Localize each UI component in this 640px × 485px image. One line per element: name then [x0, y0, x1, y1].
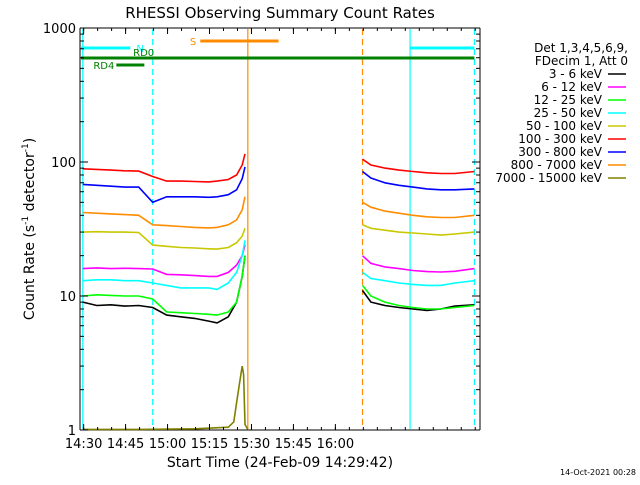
x-axis-label: Start Time (24-Feb-09 14:29:42) [167, 455, 393, 471]
legend-label-0: 3 - 6 keV [549, 67, 603, 81]
legend-label-7: 800 - 7000 keV [511, 158, 603, 172]
x-tick-label-2: 15:00 [149, 437, 186, 452]
footer-date: 14-Oct-2021 00:28 [560, 468, 636, 477]
legend-label-3: 25 - 50 keV [534, 106, 603, 120]
legend-label-5: 100 - 300 keV [518, 132, 602, 146]
series-line-7-1 [362, 201, 475, 219]
series-line-2-0 [82, 255, 246, 316]
flag-label-s: S [190, 37, 196, 48]
y-axis-label-mid: detector [22, 152, 38, 216]
y-tick-label-2: 100 [51, 156, 76, 171]
x-tick-label-6: 16:00 [317, 437, 354, 452]
series-line-5-1 [362, 158, 475, 175]
series-line-4-0 [82, 228, 246, 250]
flag-label-rd4: RD4 [93, 61, 114, 72]
legend-header-2: FDecim 1, Att 0 [535, 54, 628, 68]
series-line-0-0 [82, 255, 246, 324]
x-tick-label-4: 15:30 [233, 437, 270, 452]
x-axis-ticks: 14:30 14:45 15:00 15:15 15:30 15:45 16:00 [65, 28, 476, 452]
y-axis-label-main: Count Rate (s [22, 225, 38, 320]
legend-label-8: 7000 - 15000 keV [495, 171, 602, 185]
x-tick-label-1: 14:45 [107, 437, 144, 452]
legend-label-1: 6 - 12 keV [541, 80, 603, 94]
legend-label-2: 12 - 25 keV [534, 93, 603, 107]
series-line-7-0 [82, 196, 246, 229]
legend: Det 1,3,4,5,6,9, FDecim 1, Att 0 3 - 6 k… [495, 41, 628, 185]
x-tick-label-5: 15:45 [275, 437, 312, 452]
series-line-6-0 [82, 166, 246, 204]
y-axis-label-end: ) [22, 138, 38, 143]
series-line-1-1 [361, 255, 475, 273]
legend-label-4: 50 - 100 keV [526, 119, 603, 133]
series-line-6-1 [362, 170, 475, 191]
x-tick-label-0: 14:30 [65, 437, 102, 452]
flag-label-rd0: RD0 [133, 48, 154, 59]
series-line-3-0 [82, 240, 246, 291]
series-line-2-1 [361, 284, 475, 310]
x-tick-label-3: 15:15 [191, 437, 228, 452]
legend-header-1: Det 1,3,4,5,6,9, [534, 41, 628, 55]
series-line-8-0 [82, 365, 249, 431]
vertical-markers [82, 29, 476, 429]
y-axis-label-sup1: -1 [21, 216, 31, 225]
y-axis-label-sup2: -1 [21, 143, 31, 152]
y-tick-label-3: 1000 [43, 22, 76, 37]
series-line-5-0 [82, 153, 246, 183]
y-tick-label-0: 1 [68, 424, 76, 439]
series-line-0-1 [361, 290, 475, 312]
y-tick-label-1: 10 [59, 290, 76, 305]
y-axis-label: Count Rate (s-1 detector-1) [21, 138, 38, 320]
series-line-3-1 [362, 271, 475, 287]
legend-label-6: 300 - 800 keV [518, 145, 602, 159]
chart-title: RHESSI Observing Summary Count Rates [125, 4, 435, 22]
flag-label-n: N [136, 44, 143, 55]
series-line-1-0 [82, 244, 246, 278]
y-axis-ticks: 1 10 100 1000 [43, 22, 480, 439]
series-lines [82, 153, 475, 431]
series-line-4-1 [362, 224, 475, 236]
